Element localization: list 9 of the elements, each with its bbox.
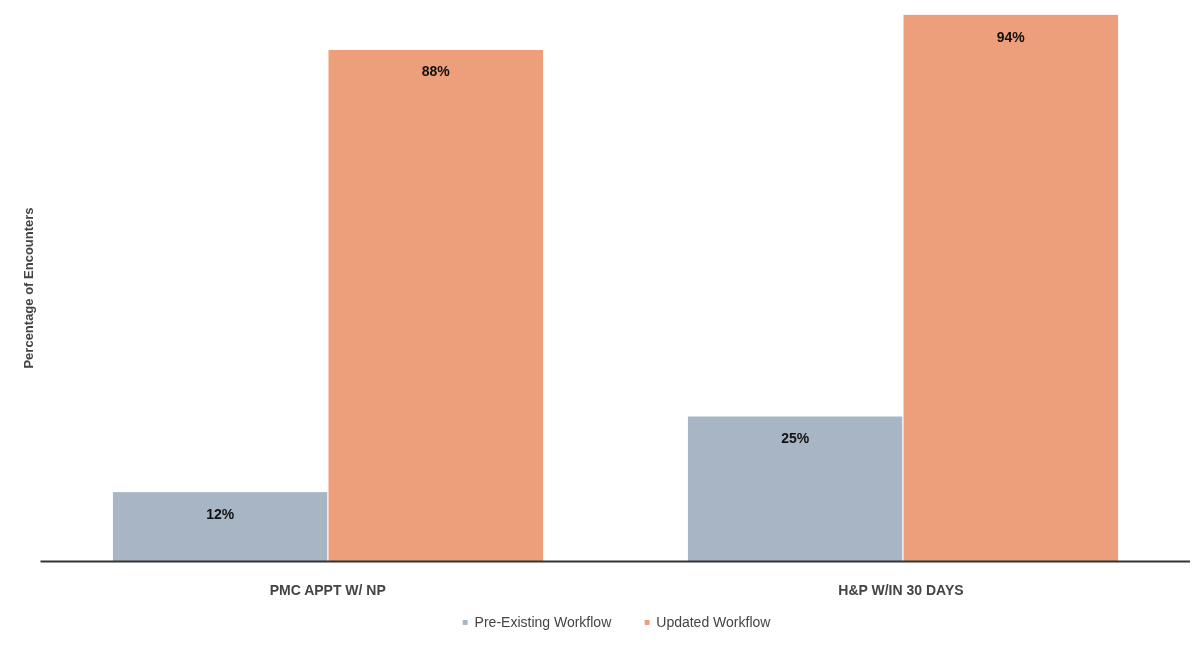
- x-tick-label: H&P W/IN 30 DAYS: [838, 581, 964, 598]
- data-label: 88%: [421, 63, 451, 80]
- data-label: 94%: [996, 28, 1026, 45]
- legend-label: Updated Workflow: [656, 614, 771, 630]
- data-label: 12%: [206, 505, 235, 522]
- x-tick-label: PMC APPT W/ NP: [269, 581, 386, 598]
- data-label: 25%: [781, 430, 810, 447]
- legend-label: Pre-Existing Workflow: [474, 614, 612, 630]
- y-axis-title: Percentage of Encounters: [20, 207, 36, 369]
